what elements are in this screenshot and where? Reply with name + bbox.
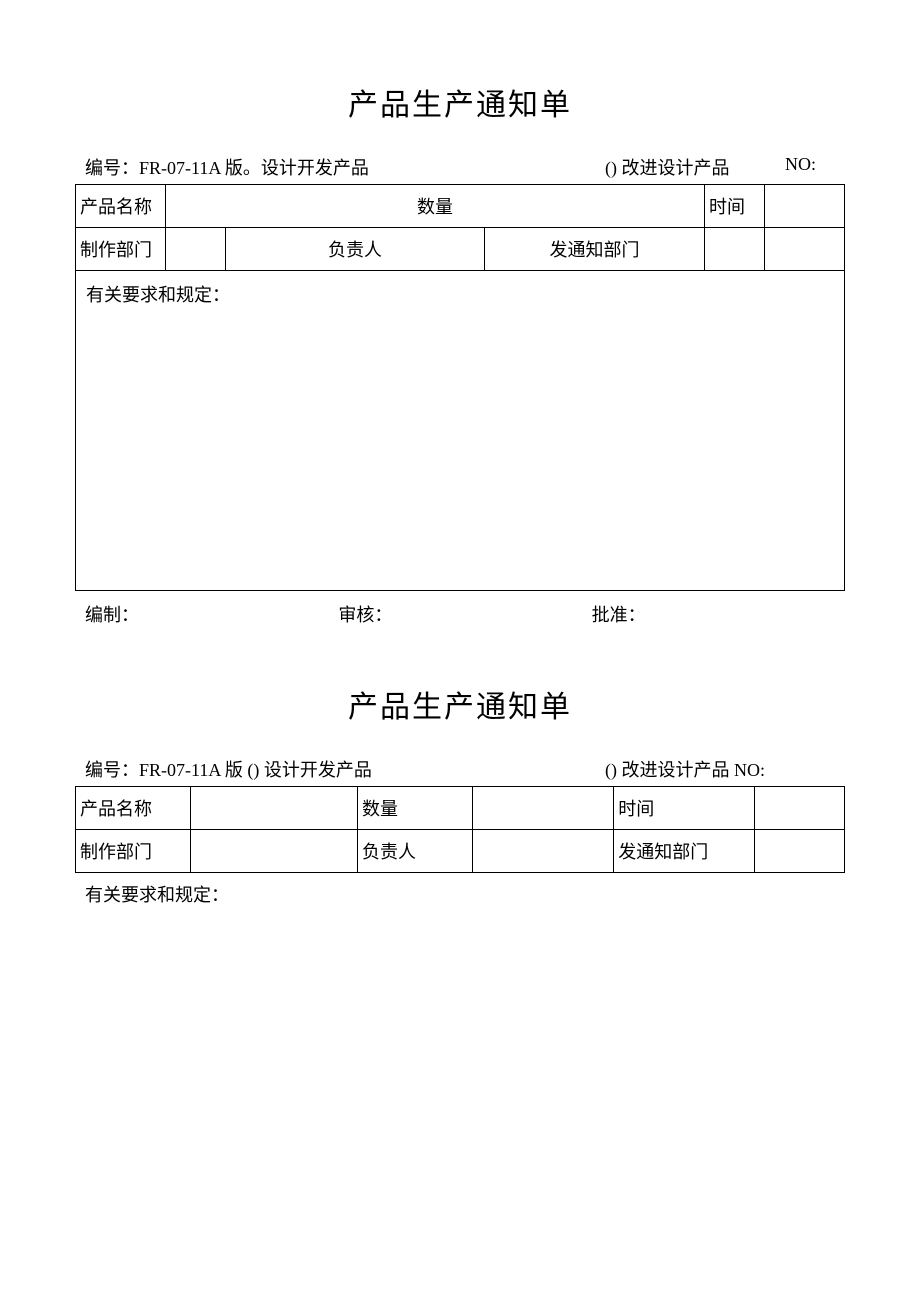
form1-header-mid: () 改进设计产品 [605, 154, 785, 180]
form2-quantity-value [473, 787, 614, 830]
form1-notify-dept-label: 发通知部门 [485, 228, 705, 271]
form1-leader-label: 负责人 [226, 228, 485, 271]
form2-quantity-label: 数量 [357, 787, 472, 830]
form2-header-left: 编号：FR-07-11A 版 () 设计开发产品 [85, 756, 605, 782]
form1-header: 编号：FR-07-11A 版。设计开发产品 () 改进设计产品 NO: [75, 154, 845, 180]
form1-quantity-label: 数量 [166, 185, 705, 228]
form1-title: 产品生产通知单 [75, 80, 845, 124]
form2-container: 产品生产通知单 编号：FR-07-11A 版 () 设计开发产品 () 改进设计… [75, 682, 845, 907]
form2-notify-dept-label: 发通知部门 [614, 830, 755, 873]
form2-header: 编号：FR-07-11A 版 () 设计开发产品 () 改进设计产品 NO: [75, 756, 845, 782]
form2-dept-label: 制作部门 [76, 830, 191, 873]
form2-notify-dept-value [755, 830, 845, 873]
form2-product-name-value [191, 787, 358, 830]
form1-container: 产品生产通知单 编号：FR-07-11A 版。设计开发产品 () 改进设计产品 … [75, 80, 845, 627]
form2-row2: 制作部门 负责人 发通知部门 [76, 830, 845, 873]
form1-notify-dept-spacer [705, 228, 765, 271]
form1-time-label: 时间 [705, 185, 765, 228]
form1-header-right: NO: [785, 154, 845, 180]
form2-row1: 产品名称 数量 时间 [76, 787, 845, 830]
form2-leader-label: 负责人 [357, 830, 472, 873]
form1-footer-review: 审核： [338, 601, 591, 627]
form1-requirements-label: 有关要求和规定： [86, 285, 230, 305]
form1-footer-approve: 批准： [592, 601, 845, 627]
form1-dept-value [166, 228, 226, 271]
form2-time-label: 时间 [614, 787, 755, 830]
form1-footer-author: 编制： [85, 601, 338, 627]
form1-row2: 制作部门 负责人 发通知部门 [76, 228, 845, 271]
form1-header-left: 编号：FR-07-11A 版。设计开发产品 [85, 154, 605, 180]
form2-header-mid: () 改进设计产品 NO: [605, 756, 845, 782]
form2-time-value [755, 787, 845, 830]
form2-title: 产品生产通知单 [75, 682, 845, 726]
form1-notify-dept-value [765, 228, 845, 271]
form1-table: 产品名称 数量 时间 制作部门 负责人 发通知部门 [75, 184, 845, 271]
form1-footer: 编制： 审核： 批准： [75, 601, 845, 627]
form2-requirements-label: 有关要求和规定： [75, 881, 845, 907]
form1-product-name-label: 产品名称 [76, 185, 166, 228]
form1-time-value [765, 185, 845, 228]
form2-table: 产品名称 数量 时间 制作部门 负责人 发通知部门 [75, 786, 845, 873]
form1-requirements-box: 有关要求和规定： [75, 271, 845, 591]
form2-dept-value [191, 830, 358, 873]
form1-dept-label: 制作部门 [76, 228, 166, 271]
form1-row1: 产品名称 数量 时间 [76, 185, 845, 228]
form2-leader-value [473, 830, 614, 873]
form2-product-name-label: 产品名称 [76, 787, 191, 830]
